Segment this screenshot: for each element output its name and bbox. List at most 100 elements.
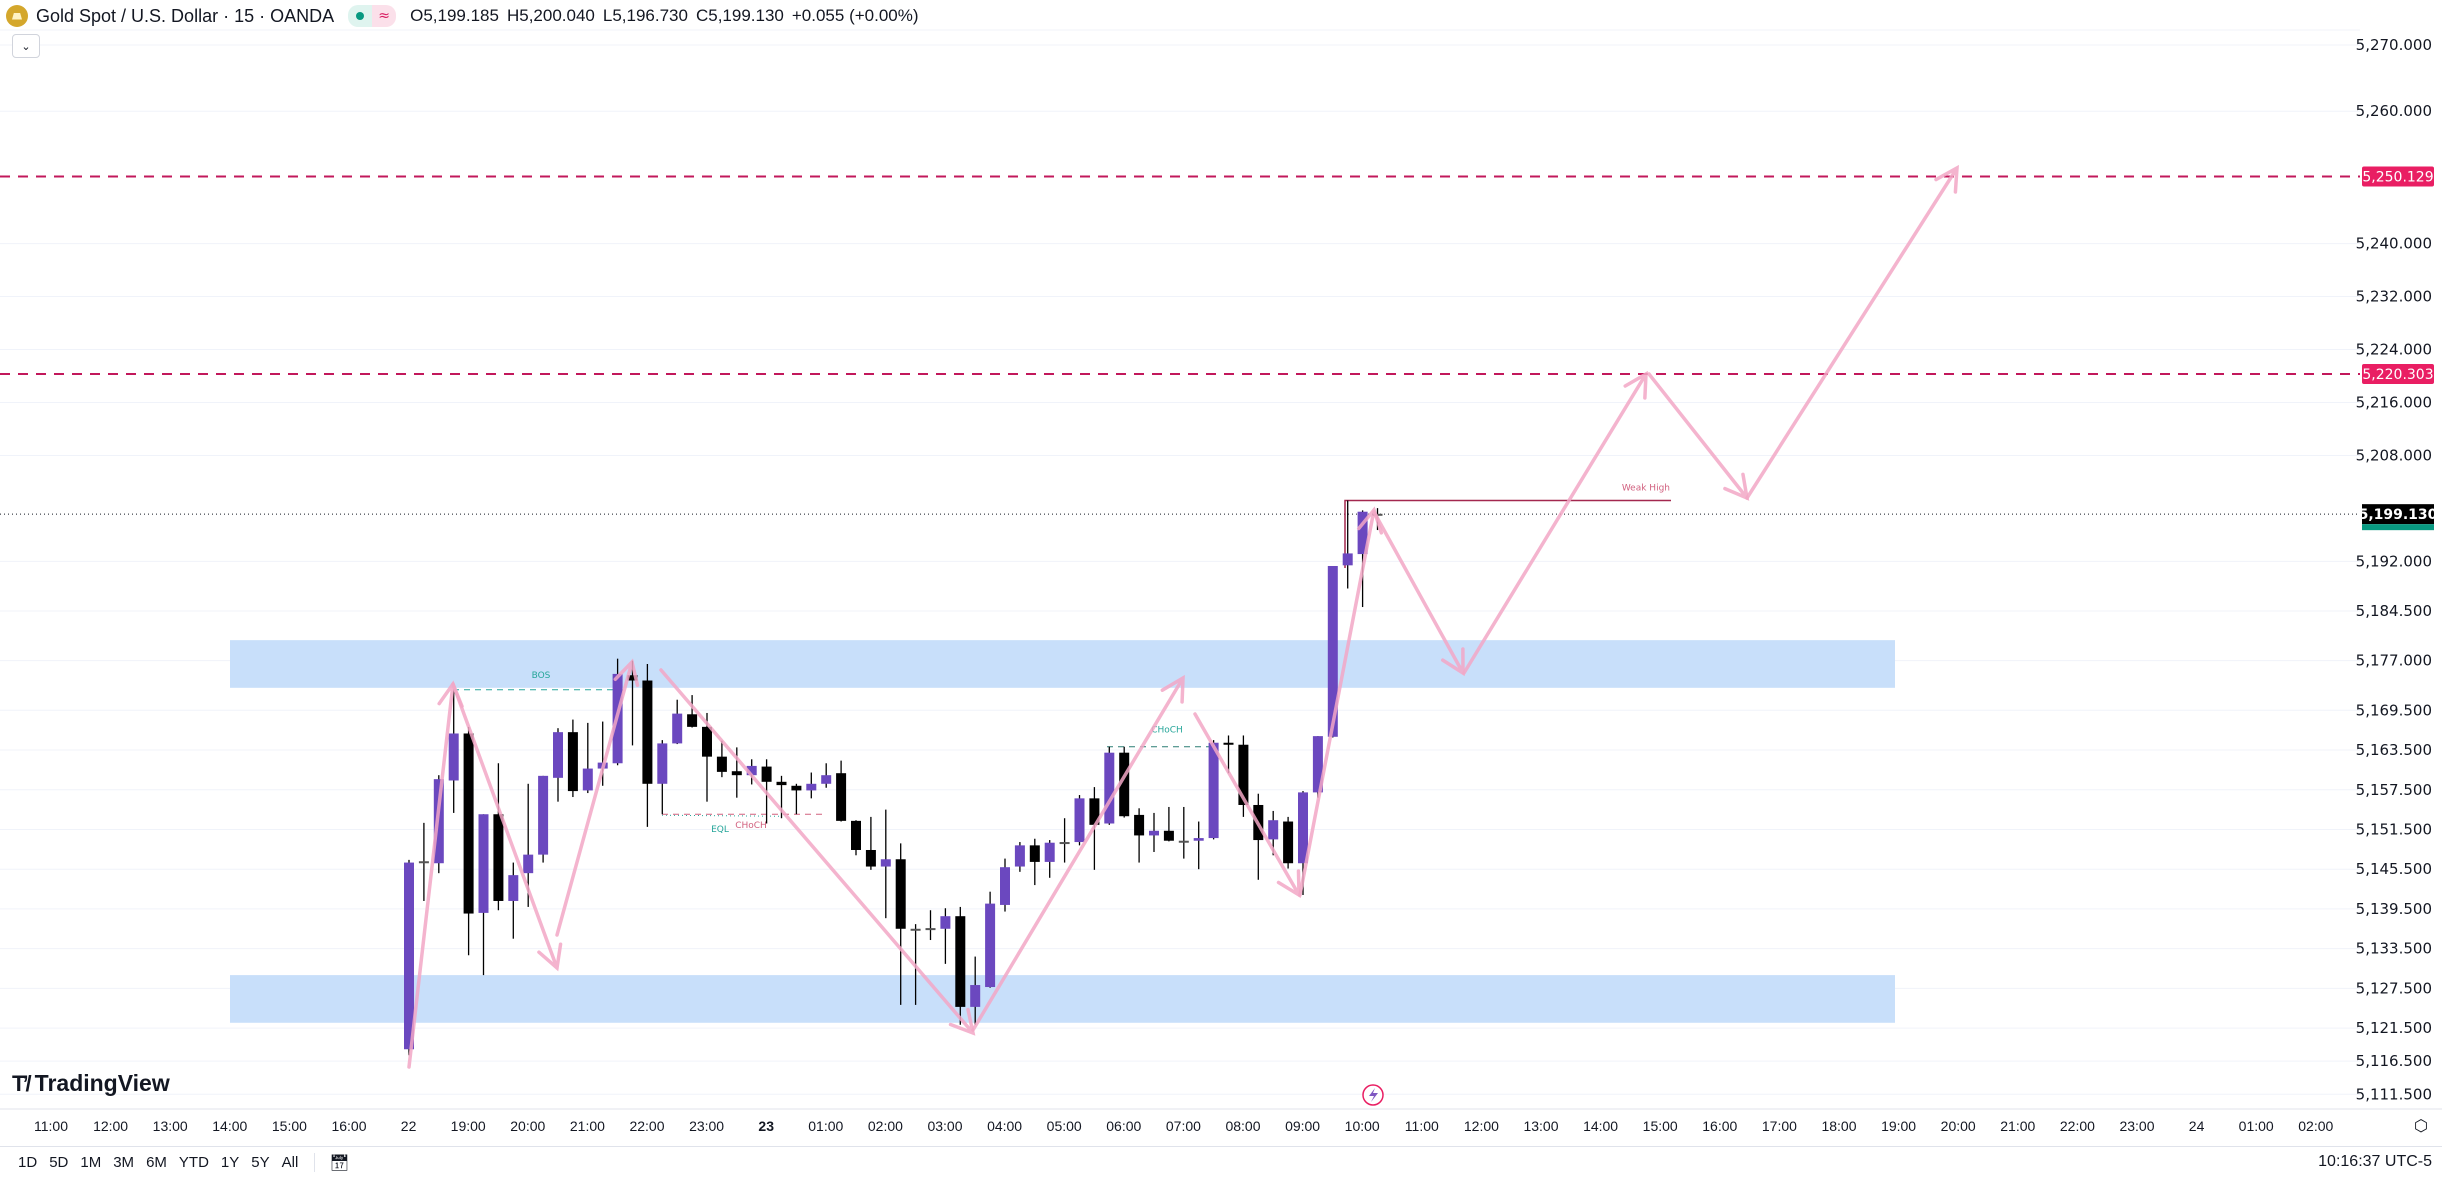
candle-bullish[interactable] <box>478 814 489 913</box>
candle-bullish[interactable] <box>1327 565 1338 737</box>
range-5d[interactable]: 5D <box>49 1153 69 1171</box>
candle-bearish[interactable] <box>463 733 474 914</box>
candle-bullish[interactable] <box>1312 736 1323 793</box>
candle-bullish[interactable] <box>985 903 996 988</box>
candle-bearish[interactable] <box>761 766 772 782</box>
candle-bearish[interactable] <box>1238 744 1249 805</box>
symbol-title[interactable]: Gold Spot / U.S. Dollar · 15 · OANDA <box>36 5 335 26</box>
eql-line[interactable] <box>661 814 781 817</box>
candle-bullish[interactable] <box>657 743 668 784</box>
candle-bullish[interactable] <box>508 875 519 901</box>
candle-bullish[interactable] <box>1178 840 1189 843</box>
candle-bullish[interactable] <box>1059 842 1070 845</box>
projection-arrow[interactable] <box>1647 372 1750 501</box>
candle-bearish[interactable] <box>493 814 504 901</box>
range-1d[interactable]: 1D <box>18 1153 38 1171</box>
candle-bearish[interactable] <box>716 756 727 772</box>
candle-bearish[interactable] <box>627 675 638 681</box>
candle-bearish[interactable] <box>1119 752 1130 817</box>
projection-arrow[interactable] <box>971 674 1185 1032</box>
time-tick-label: 15:00 <box>1643 1118 1678 1134</box>
candle-bullish[interactable] <box>538 775 549 855</box>
candle-bearish[interactable] <box>567 732 578 792</box>
candle-bearish[interactable] <box>1283 821 1294 864</box>
data-delay-icon[interactable]: ≈ <box>372 5 397 27</box>
market-open-icon[interactable] <box>348 5 373 27</box>
candle-bullish[interactable] <box>910 928 921 931</box>
candle-bullish[interactable] <box>1149 830 1159 836</box>
candle-bullish[interactable] <box>1208 742 1219 839</box>
tradingview-logo[interactable]: T’/ TradingView <box>12 1070 170 1097</box>
candle-bearish[interactable] <box>1029 845 1040 862</box>
range-ytd[interactable]: YTD <box>178 1153 209 1171</box>
collapse-legend-button[interactable]: ⌄ <box>12 34 40 58</box>
projection-arrow[interactable] <box>555 658 640 937</box>
candle-bearish[interactable] <box>702 726 712 757</box>
range-all[interactable]: All <box>281 1153 299 1171</box>
candle-bullish[interactable] <box>806 783 817 791</box>
candle-bullish[interactable] <box>1298 792 1308 864</box>
time-tick-label: 14:00 <box>1583 1118 1618 1134</box>
candle-bearish[interactable] <box>687 714 698 727</box>
projection-arrow[interactable] <box>451 682 563 972</box>
projection-arrow[interactable] <box>1462 370 1648 675</box>
clock-timezone[interactable]: 10:16:37 UTC-5 <box>2318 1153 2432 1170</box>
supply-demand-zone[interactable] <box>230 640 1895 688</box>
candle-bullish[interactable] <box>1074 798 1085 843</box>
price-tick-label: 5,133.500 <box>2356 940 2432 958</box>
price-level-label-bg <box>2362 166 2434 187</box>
candle-bearish[interactable] <box>642 680 653 784</box>
candle-bearish[interactable] <box>895 859 906 929</box>
candle-bullish[interactable] <box>1268 820 1279 840</box>
projection-arrow[interactable] <box>659 668 976 1036</box>
settings-icon[interactable]: ⬡ <box>2414 1115 2428 1135</box>
range-5y[interactable]: 5Y <box>251 1153 270 1171</box>
price-tick-label: 5,240.000 <box>2356 235 2432 253</box>
candle-bullish[interactable] <box>746 765 757 776</box>
candle-bearish[interactable] <box>1089 798 1100 825</box>
candle-bullish[interactable] <box>1357 511 1368 555</box>
candle-bearish[interactable] <box>955 916 966 1007</box>
candle-bullish[interactable] <box>821 775 832 784</box>
candle-bullish[interactable] <box>1342 553 1353 566</box>
candle-bullish[interactable] <box>1193 838 1204 841</box>
candle-bearish[interactable] <box>1223 742 1234 745</box>
candle-bullish[interactable] <box>970 985 981 1007</box>
candle-bullish[interactable] <box>404 862 414 1050</box>
candle-bearish[interactable] <box>776 781 787 786</box>
supply-demand-zone[interactable] <box>230 975 1895 1023</box>
candle-bearish[interactable] <box>836 773 847 821</box>
candle-bullish[interactable] <box>523 854 534 874</box>
time-tick-label: 16:00 <box>331 1118 366 1134</box>
candle-bearish[interactable] <box>865 849 876 867</box>
candle-bullish[interactable] <box>1014 845 1025 867</box>
candle-bearish[interactable] <box>1134 814 1145 836</box>
candle-bearish[interactable] <box>851 820 861 850</box>
candle-bullish[interactable] <box>672 713 683 744</box>
price-tick-label: 5,116.500 <box>2356 1052 2432 1070</box>
candle-bullish[interactable] <box>448 733 459 781</box>
candle-bullish[interactable] <box>418 861 429 864</box>
price-tick-label: 5,177.000 <box>2356 652 2432 670</box>
candle-bearish[interactable] <box>1163 830 1174 841</box>
projection-arrow[interactable] <box>1298 506 1384 897</box>
candle-bullish[interactable] <box>1104 752 1115 824</box>
range-1y[interactable]: 1Y <box>220 1153 240 1171</box>
candle-bullish[interactable] <box>1044 842 1055 862</box>
candle-bullish[interactable] <box>553 732 563 778</box>
candle-bullish[interactable] <box>1000 867 1010 905</box>
weak-high-line[interactable] <box>1344 499 1671 568</box>
candle-bullish[interactable] <box>925 928 936 931</box>
projection-arrow[interactable] <box>1745 164 1959 500</box>
candle-bullish[interactable] <box>880 859 891 867</box>
choch-bullish-label: CHoCH <box>1151 726 1183 736</box>
range-1m[interactable]: 1M <box>80 1153 102 1171</box>
candle-bullish[interactable] <box>582 768 593 791</box>
candle-bearish[interactable] <box>791 785 802 791</box>
calendar-goto-icon[interactable]: 📅︎ <box>314 1152 350 1172</box>
range-3m[interactable]: 3M <box>113 1153 135 1171</box>
candle-bullish[interactable] <box>940 916 951 929</box>
candle-bearish[interactable] <box>731 771 742 776</box>
range-6m[interactable]: 6M <box>146 1153 167 1171</box>
